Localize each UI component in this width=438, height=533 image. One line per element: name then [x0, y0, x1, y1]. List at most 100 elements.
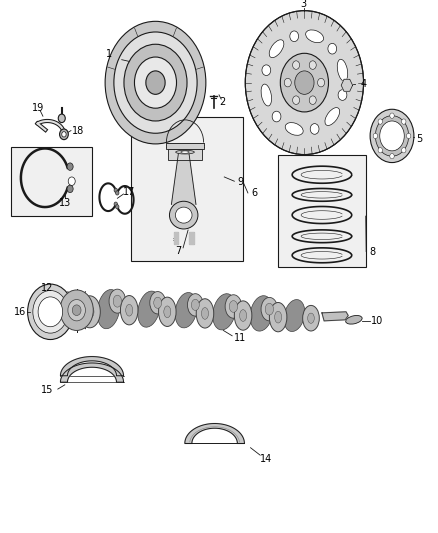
Ellipse shape [346, 316, 362, 324]
Circle shape [105, 21, 206, 144]
Ellipse shape [307, 313, 314, 324]
Ellipse shape [225, 295, 242, 318]
Circle shape [373, 133, 378, 139]
Ellipse shape [113, 295, 121, 307]
Circle shape [370, 109, 414, 163]
Circle shape [245, 11, 364, 155]
Circle shape [375, 116, 409, 156]
Circle shape [114, 188, 117, 192]
Text: 5: 5 [416, 134, 422, 143]
Ellipse shape [285, 123, 303, 135]
Text: 19: 19 [32, 103, 45, 112]
Text: 8: 8 [369, 247, 375, 256]
Ellipse shape [181, 151, 189, 154]
Ellipse shape [159, 297, 176, 326]
Circle shape [114, 32, 197, 133]
Circle shape [309, 96, 316, 104]
Circle shape [290, 31, 299, 42]
Ellipse shape [97, 289, 120, 329]
Ellipse shape [164, 306, 171, 318]
Ellipse shape [175, 293, 197, 328]
Circle shape [62, 132, 66, 137]
Ellipse shape [126, 304, 133, 316]
Ellipse shape [265, 303, 273, 315]
Circle shape [338, 90, 347, 100]
Ellipse shape [191, 300, 199, 310]
Text: 1: 1 [106, 50, 112, 59]
Ellipse shape [303, 305, 319, 331]
Text: 18: 18 [72, 126, 84, 135]
Circle shape [68, 177, 75, 185]
Polygon shape [322, 312, 348, 321]
Ellipse shape [85, 305, 94, 318]
Ellipse shape [337, 59, 348, 81]
Ellipse shape [150, 292, 166, 314]
Ellipse shape [234, 301, 252, 330]
Circle shape [402, 148, 406, 153]
Ellipse shape [154, 297, 162, 308]
Circle shape [60, 129, 68, 140]
Circle shape [272, 111, 281, 122]
Circle shape [406, 133, 411, 139]
Ellipse shape [176, 150, 194, 154]
Circle shape [58, 114, 65, 123]
Bar [166, 142, 204, 149]
Circle shape [67, 185, 73, 192]
Text: 13: 13 [59, 198, 71, 207]
Circle shape [28, 284, 73, 340]
Polygon shape [173, 232, 178, 244]
Circle shape [318, 78, 325, 87]
Circle shape [284, 78, 291, 87]
Circle shape [378, 119, 382, 124]
Circle shape [68, 300, 85, 321]
Polygon shape [171, 153, 196, 205]
Text: 7: 7 [176, 246, 182, 255]
Circle shape [60, 290, 93, 330]
Text: 12: 12 [41, 283, 53, 293]
Text: 16: 16 [14, 307, 26, 317]
Text: 3: 3 [300, 0, 307, 9]
Circle shape [146, 71, 165, 94]
Bar [168, 149, 202, 159]
Text: 6: 6 [252, 188, 258, 198]
Polygon shape [185, 424, 244, 443]
Circle shape [116, 191, 119, 195]
Ellipse shape [284, 300, 305, 332]
Ellipse shape [325, 108, 339, 125]
Circle shape [33, 290, 68, 333]
Text: 10: 10 [371, 316, 384, 326]
Circle shape [116, 205, 119, 209]
Ellipse shape [138, 291, 160, 327]
Polygon shape [60, 357, 124, 376]
Text: 15: 15 [41, 385, 53, 395]
Circle shape [114, 202, 117, 206]
Ellipse shape [170, 201, 198, 229]
Polygon shape [341, 79, 353, 91]
Circle shape [67, 163, 73, 171]
Circle shape [402, 119, 406, 124]
Bar [11, 147, 92, 216]
Circle shape [309, 61, 316, 69]
Polygon shape [60, 363, 124, 382]
Circle shape [72, 305, 81, 316]
Text: 17: 17 [123, 187, 135, 197]
Circle shape [293, 61, 300, 69]
Circle shape [38, 297, 63, 327]
Circle shape [328, 43, 337, 54]
Ellipse shape [109, 289, 126, 313]
Text: 14: 14 [260, 455, 272, 464]
Ellipse shape [120, 295, 138, 325]
Ellipse shape [79, 296, 100, 328]
Circle shape [380, 121, 404, 151]
Circle shape [390, 113, 394, 118]
Ellipse shape [261, 297, 278, 321]
Ellipse shape [213, 294, 236, 330]
Bar [278, 155, 366, 266]
Ellipse shape [175, 207, 192, 223]
Ellipse shape [261, 84, 272, 106]
Circle shape [390, 154, 394, 159]
Ellipse shape [196, 298, 214, 328]
Ellipse shape [269, 40, 284, 58]
Circle shape [280, 53, 328, 112]
Circle shape [310, 124, 319, 134]
